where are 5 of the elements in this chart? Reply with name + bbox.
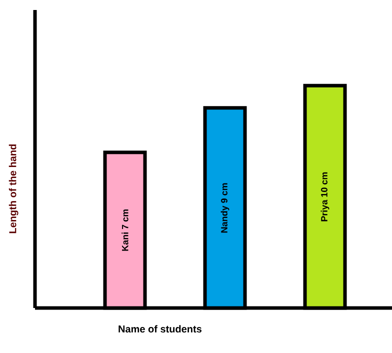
data-label: Kani 7 cm (122, 209, 128, 251)
y-axis-title: Length of the hand (8, 144, 18, 234)
data-label: Nandy 9 cm (220, 183, 230, 233)
x-axis-title: Name of students (118, 325, 202, 333)
data-label: Priya 10 cm (320, 172, 330, 222)
